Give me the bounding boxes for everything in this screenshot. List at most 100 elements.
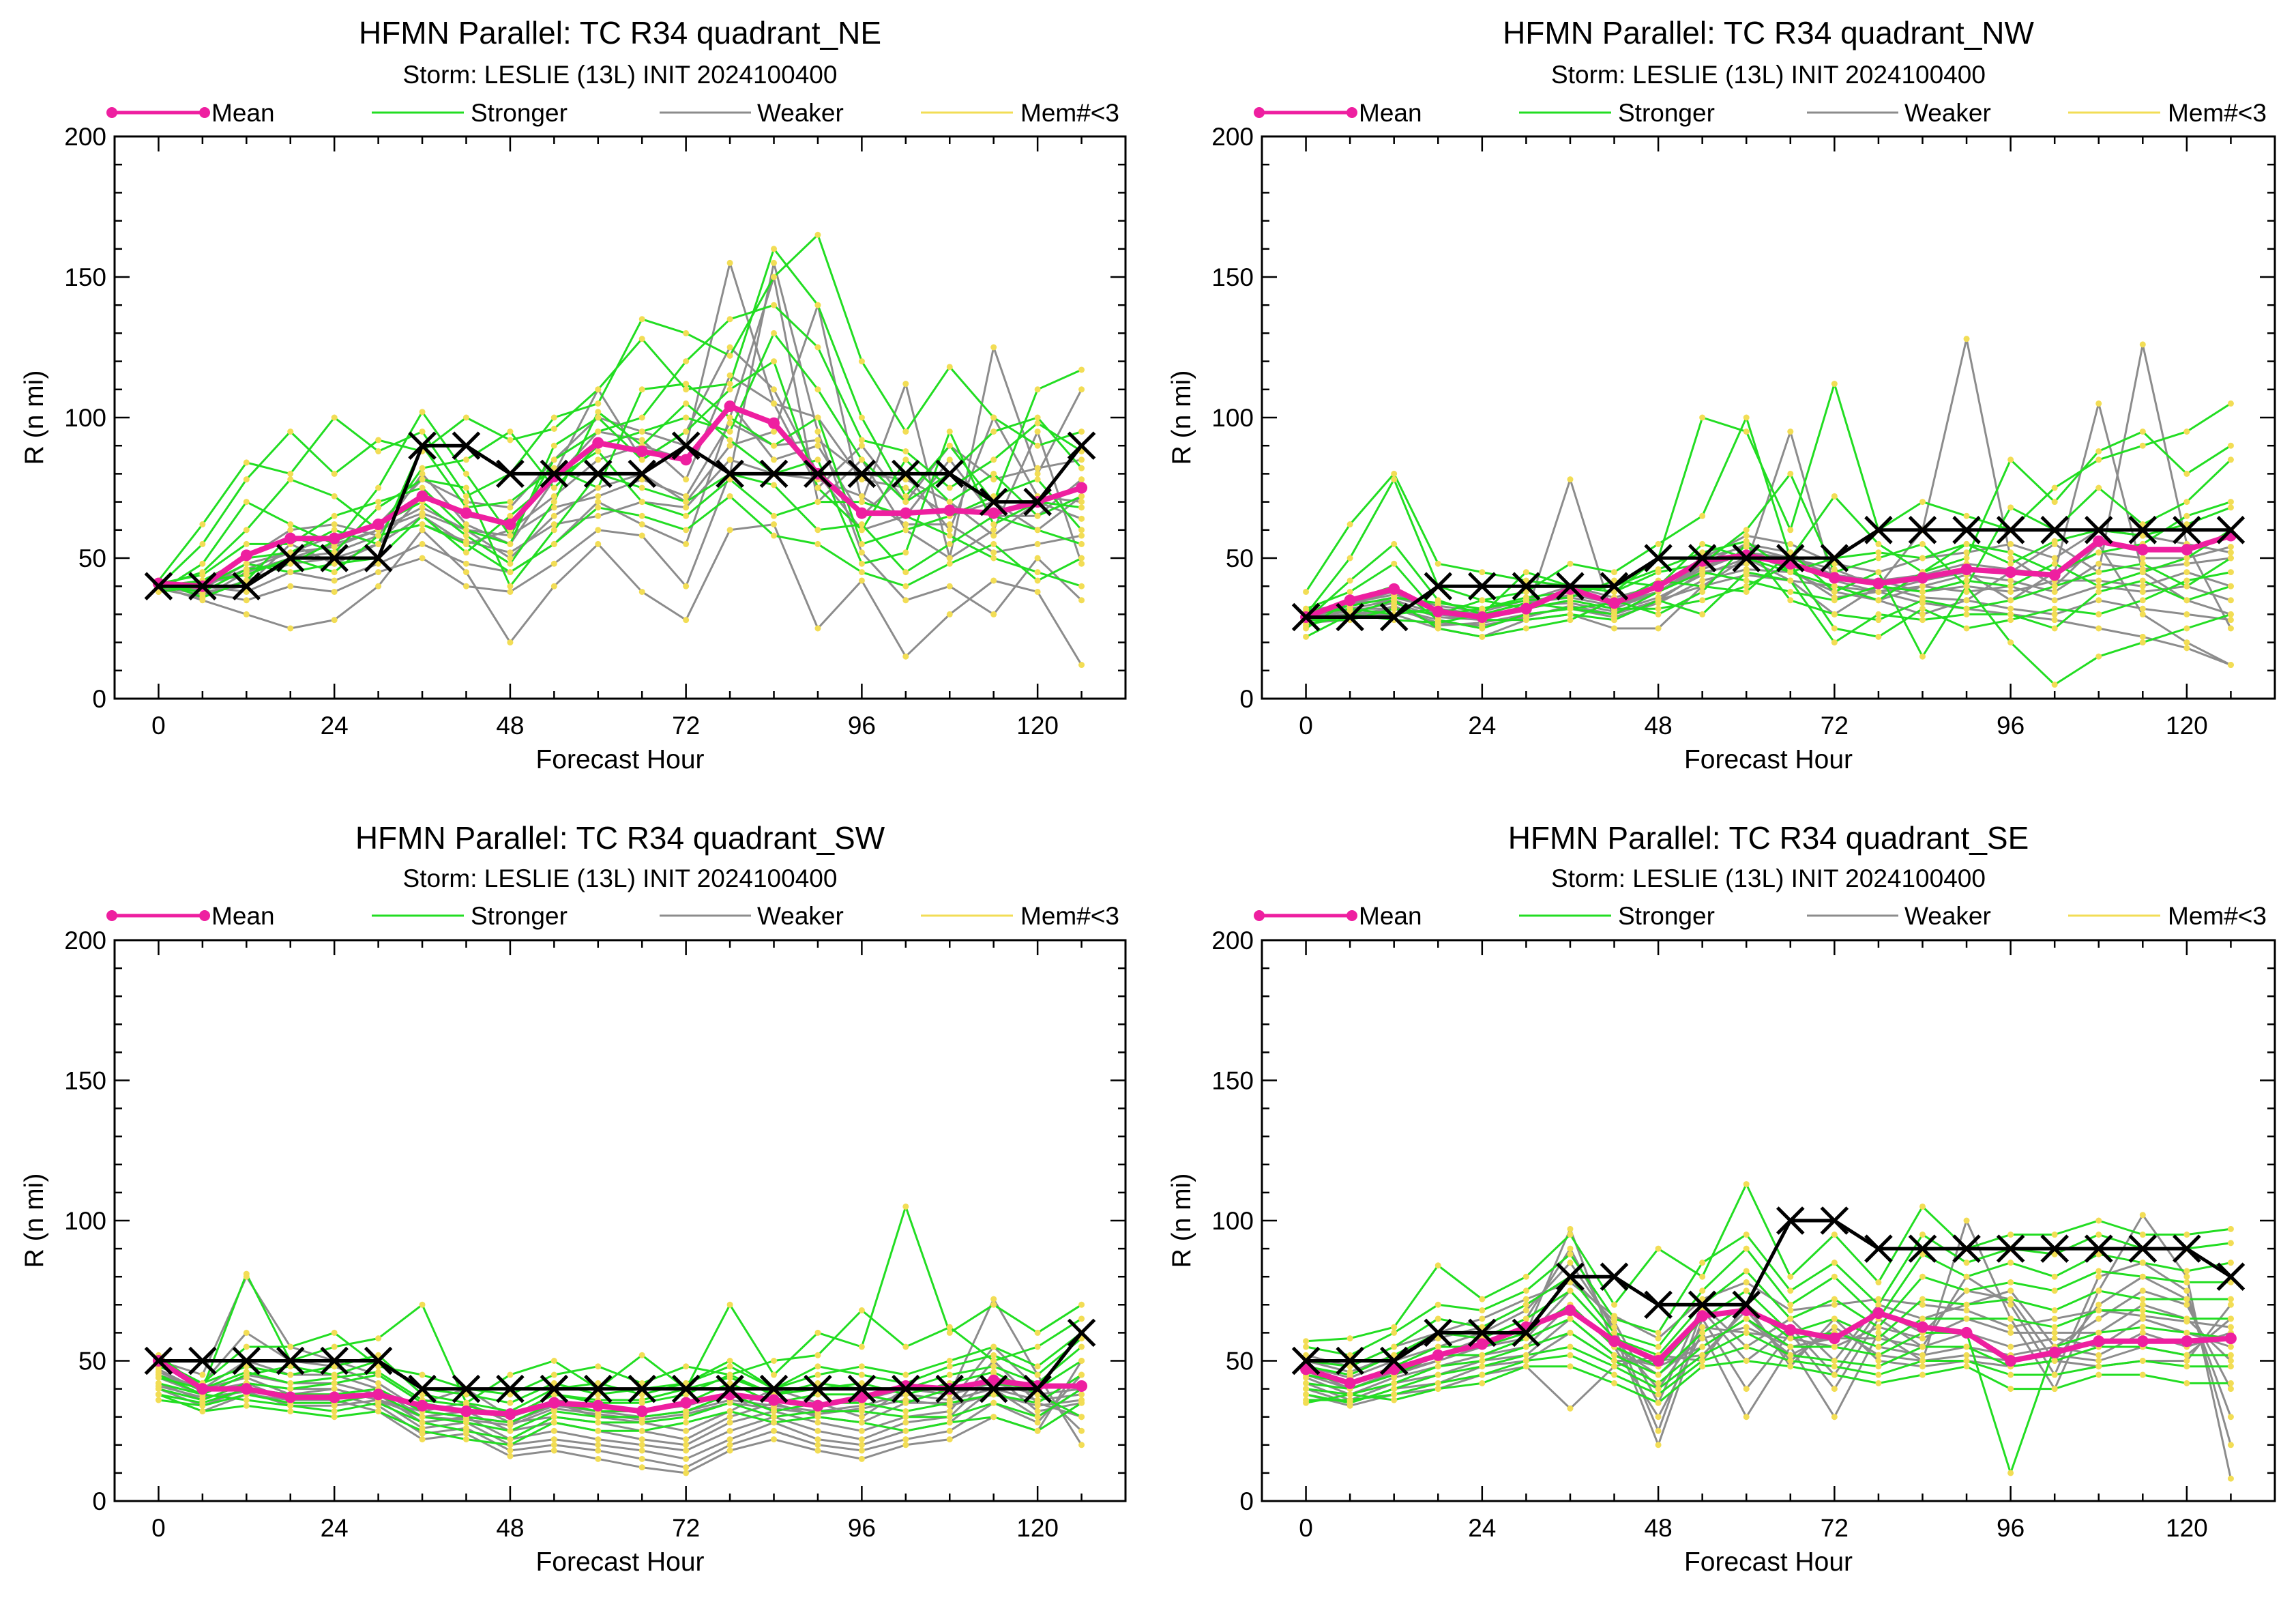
consensus-x-marker (232, 1346, 261, 1375)
member-point (2095, 625, 2102, 632)
member-point (1919, 499, 1926, 506)
member-point (1567, 560, 1574, 567)
legend-weaker-label: Weaker (757, 99, 844, 127)
member-point (1963, 583, 1970, 589)
member-point (1078, 560, 1085, 567)
member-point (726, 420, 733, 426)
member-point (1655, 540, 1662, 547)
mean-point (1476, 611, 1488, 624)
member-point (946, 527, 953, 534)
y-tick-label: 100 (64, 1207, 106, 1235)
member-point (462, 569, 469, 576)
member-point (946, 442, 953, 449)
member-point (2227, 1324, 2234, 1330)
member-point (902, 493, 909, 499)
member-point (2007, 456, 2014, 463)
consensus-x-marker (1952, 516, 1981, 544)
member-point (2095, 653, 2102, 660)
member-point (1787, 1307, 1794, 1314)
consensus-x-marker (2216, 516, 2246, 544)
member-point (550, 1380, 557, 1386)
member-point (1434, 1386, 1441, 1393)
member-point (1655, 1335, 1662, 1342)
member-point (1963, 577, 1970, 584)
member-point (2139, 442, 2146, 449)
member-point (858, 442, 865, 449)
member-point (771, 1419, 778, 1426)
member-point (1611, 1315, 1618, 1322)
member-point (331, 617, 338, 624)
member-point (550, 527, 557, 534)
legend-member-label: Mem#<3 (2168, 902, 2267, 930)
member-point (2139, 521, 2146, 528)
member-point (990, 1343, 997, 1350)
consensus-x-marker (2040, 1234, 2069, 1263)
member-point (462, 499, 469, 506)
member-point (638, 588, 645, 595)
member-point (331, 1343, 338, 1350)
member-point (2227, 400, 2234, 407)
member-point (638, 1380, 645, 1386)
consensus-x-marker (1996, 1234, 2025, 1263)
member-point (1831, 611, 1838, 617)
member-point (858, 1455, 865, 1462)
legend-member-label: Mem#<3 (1020, 99, 1119, 127)
member-point (2139, 1358, 2146, 1364)
member-point (2051, 1287, 2058, 1294)
member-point (946, 1408, 953, 1414)
member-point (287, 1371, 294, 1378)
mean-point (1388, 583, 1400, 595)
member-point (1391, 1329, 1398, 1336)
member-point (1034, 1329, 1041, 1336)
member-point (1963, 605, 1970, 612)
member-point (1655, 1386, 1662, 1393)
member-point (287, 476, 294, 483)
member-point (2007, 1371, 2014, 1378)
member-point (1522, 577, 1529, 584)
member-point (375, 1399, 382, 1406)
member-point (1919, 1315, 1926, 1322)
member-point (1434, 625, 1441, 632)
mean-point (1076, 482, 1088, 494)
member-point (1303, 1338, 1310, 1345)
member-point (2183, 1287, 2190, 1294)
member-point (2051, 611, 2058, 617)
consensus-x-marker (540, 459, 569, 489)
consensus-x-marker (979, 1374, 1008, 1403)
member-point (287, 1408, 294, 1414)
member-point (1743, 1315, 1750, 1322)
member-point (2183, 1279, 2190, 1285)
member-point (814, 1380, 821, 1386)
member-point (1655, 1414, 1662, 1421)
member-point (2183, 428, 2190, 435)
member-point (1346, 1335, 1353, 1342)
member-point (2227, 1352, 2234, 1358)
member-point (1699, 1324, 1706, 1330)
y-tick-label: 0 (1239, 685, 1254, 713)
stronger-member-line (158, 472, 1083, 599)
member-point (683, 386, 690, 393)
member-point (550, 1419, 557, 1426)
member-point (1346, 1363, 1353, 1370)
consensus-x-marker (2173, 1234, 2201, 1263)
member-point (1699, 588, 1706, 595)
member-point (1831, 1315, 1838, 1322)
member-point (462, 414, 469, 421)
x-tick-label: 24 (1468, 1514, 1496, 1542)
member-point (1034, 470, 1041, 477)
member-point (858, 1427, 865, 1434)
chart-title: HFMN Parallel: TC R34 quadrant_NE (359, 15, 881, 50)
member-point (1567, 1343, 1574, 1350)
chart-panel-2: HFMN Parallel: TC R34 quadrant_NW Storm: … (1167, 15, 2276, 774)
member-point (726, 428, 733, 435)
member-point (946, 1399, 953, 1406)
member-point (1875, 1358, 1882, 1364)
member-point (550, 493, 557, 499)
x-tick-label: 24 (321, 712, 349, 740)
member-point (683, 1363, 690, 1370)
member-point (1963, 1301, 1970, 1308)
consensus-x-marker (540, 1374, 569, 1403)
member-point (1391, 540, 1398, 547)
x-tick-label: 48 (496, 1514, 524, 1542)
legend-mean-marker (199, 910, 210, 921)
